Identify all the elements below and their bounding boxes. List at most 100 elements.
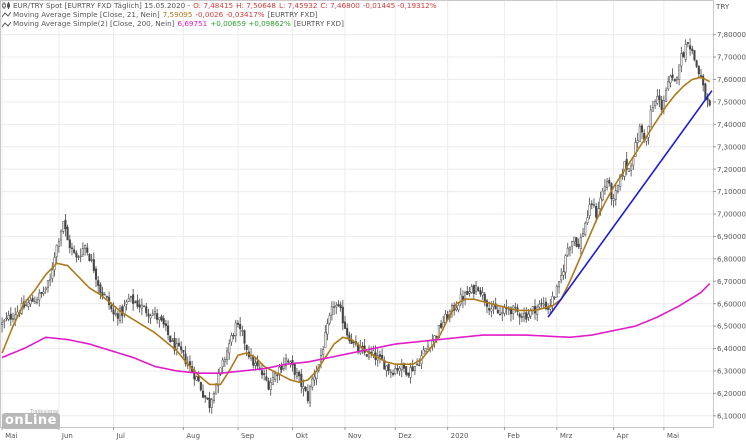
candle-body [472,284,475,295]
candle-body [599,197,602,210]
candle-body [656,96,659,104]
candle-body [667,81,670,90]
candle-body [660,99,663,110]
candle-body [531,306,534,311]
candle-body [612,198,615,201]
candle-body [53,257,56,270]
candle-body [311,378,314,388]
currency-label: TRY [716,2,730,11]
candle-body [588,204,591,216]
candle-body [27,302,30,307]
candle-icon [2,2,11,10]
candle-body [112,309,115,315]
candle-body [566,247,569,256]
candle-body [682,52,685,58]
y-tick-label: 6,50000 [717,323,746,331]
candle-body [494,303,497,310]
candle-body [542,303,545,306]
x-tick-label: Aug [186,432,200,440]
candle-body [466,291,469,295]
candle-body [481,291,484,296]
gridlines [1,1,713,427]
y-tick-label: 7,70000 [717,54,746,62]
x-tick-label: Jun [61,432,73,440]
candle-body [440,323,443,328]
candle-body [230,335,233,343]
candle-body [551,296,554,306]
candle-body [413,365,416,371]
legend-ma2-change: +0,00659 +0,09862% [210,19,291,29]
candle-body [341,306,344,324]
legend-open: O: 7,48415 [193,1,234,10]
candle-body [304,387,307,391]
y-tick-label: 6,90000 [717,233,746,241]
y-tick-label: 7,00000 [717,211,746,219]
y-tick-label: 7,40000 [717,121,746,129]
candle-body [295,372,298,377]
x-tick-label: Nov [348,432,362,440]
y-tick-label: 7,30000 [717,143,746,151]
x-tick-label: Dez [398,432,412,440]
legend-ma1-row: Moving Average Simple [Close, 21, Nein] … [1,10,437,20]
candle-body [470,286,473,293]
candle-body [219,367,222,375]
candle-body [77,256,80,258]
legend-ma2-value: 6,69751 [177,19,208,29]
legend-ma2-label: Moving Average Simple(2) [Close, 200, Ne… [13,19,175,29]
candle-body [562,271,565,276]
y-tick-label: 6,10000 [717,412,746,420]
candle-body [49,279,52,282]
candle-body [385,365,388,371]
candle-body [138,304,141,308]
candle-body [575,237,578,247]
legend-main-label: EUR/TRY Spot [EURTRY FXD Täglich] 15.05.… [13,1,191,10]
y-tick-label: 7,80000 [717,31,746,39]
legend-ma1-source: [EURTRY FXD] [267,10,318,20]
candle-body [173,338,176,351]
candle-body [274,373,277,380]
candle-body [14,314,17,320]
candle-body [339,304,342,309]
candle-body [405,366,408,375]
candle-body [509,307,513,315]
candle-body [328,315,331,324]
candle-body [573,236,576,243]
candle-body [606,181,609,188]
candle-body [474,285,478,293]
candle-body [298,371,301,377]
candle-body [693,50,696,61]
candle-body [51,269,54,279]
candle-body [31,297,34,302]
candle-body [55,244,58,257]
candle-body [407,372,410,376]
candle-body [84,245,87,249]
candle-body [79,255,82,258]
y-tick-label: 6,30000 [717,368,746,376]
y-tick-label: 7,50000 [717,98,746,106]
candle-body [619,174,622,187]
x-tick-label: Jul [115,432,125,440]
candle-body [116,313,119,319]
candle-body [40,292,43,294]
trend-line [547,90,713,318]
candle-body [697,66,700,75]
candle-body [164,323,167,327]
candle-body [525,312,528,320]
candle-body [601,190,604,201]
candle-body [269,382,272,390]
candle-body [7,315,10,320]
candle-body [359,347,362,354]
candle-body [287,360,290,363]
candle-body [114,312,117,315]
candle-body [671,74,674,78]
candle-body [66,226,69,241]
candle-body [44,287,47,291]
legend-close: C: 7,46800 [320,1,360,10]
candle-body [105,296,108,298]
candle-body [158,317,161,321]
candle-body [42,291,45,294]
y-tick-label: 6,70000 [717,278,746,286]
candle-body [669,75,672,84]
candle-body [686,42,689,44]
